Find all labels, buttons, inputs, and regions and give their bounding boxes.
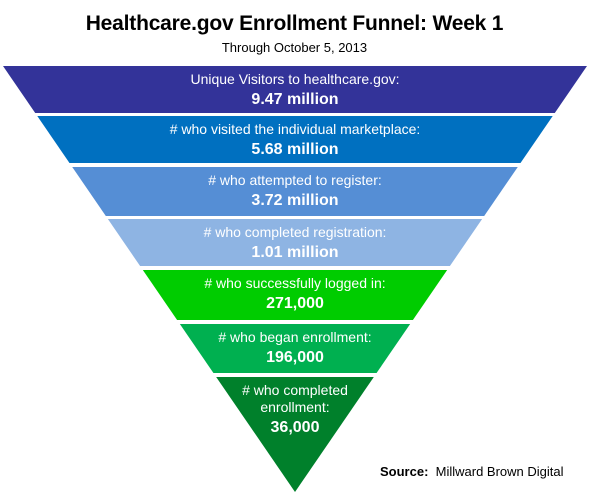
funnel-stage-6 <box>179 324 411 373</box>
funnel-stage-3-value: 3.72 million <box>251 192 338 209</box>
source-value: Millward Brown Digital <box>435 464 564 479</box>
funnel-stage-2-label: # who visited the individual marketplace… <box>170 121 421 137</box>
funnel-stage-1-value: 9.47 million <box>251 91 338 108</box>
funnel-stage-1-label: Unique Visitors to healthcare.gov: <box>190 71 399 87</box>
funnel-stage-5 <box>142 270 448 320</box>
funnel-stage-4-value: 1.01 million <box>251 244 338 261</box>
funnel-stage-6-label: # who began enrollment: <box>218 329 371 345</box>
funnel-stage-7 <box>216 377 374 492</box>
funnel-stage-3-label: # who attempted to register: <box>208 172 382 188</box>
funnel-stage-7-label: # who completed <box>242 382 348 398</box>
funnel-stage-4 <box>107 219 483 266</box>
funnel-stage-6-value: 196,000 <box>266 349 324 366</box>
funnel-stage-5-value: 271,000 <box>266 295 324 312</box>
funnel-stage-2 <box>37 116 553 163</box>
funnel-stage-2-value: 5.68 million <box>251 141 338 158</box>
chart-title: Healthcare.gov Enrollment Funnel: Week 1 <box>85 12 504 35</box>
source-note: Source: Millward Brown Digital <box>380 464 564 479</box>
funnel-stage-1 <box>3 66 587 113</box>
chart-subtitle: Through October 5, 2013 <box>221 40 368 55</box>
funnel-stage-7-label: enrollment: <box>260 399 329 415</box>
source-label: Source: <box>380 464 429 479</box>
funnel-stage-7-value: 36,000 <box>271 419 320 436</box>
funnel-stage-3 <box>72 167 518 216</box>
funnel-stage-4-label: # who completed registration: <box>204 224 387 240</box>
funnel-stage-5-label: # who successfully logged in: <box>204 275 385 291</box>
